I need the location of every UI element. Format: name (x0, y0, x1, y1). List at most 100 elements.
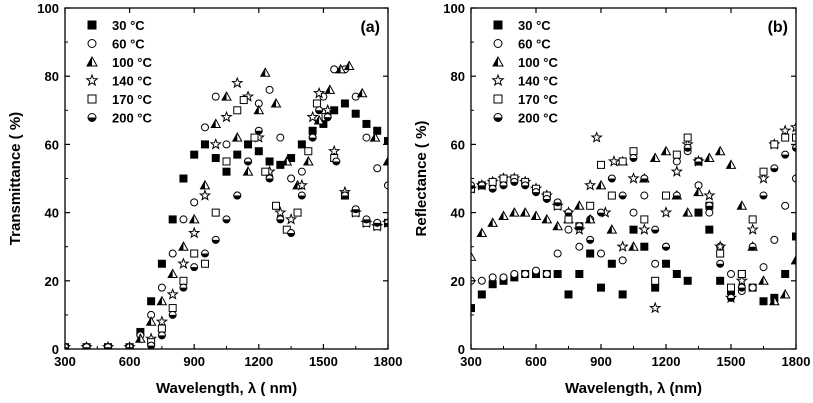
series-a-1 (65, 65, 388, 349)
data-point-b-2-28-fill (769, 296, 775, 305)
legend-label-a-5: 200 °C (112, 111, 153, 126)
data-point-a-1-11 (211, 92, 220, 101)
data-point-b-2-5-fill (520, 208, 526, 217)
data-point-a-3-19 (306, 110, 319, 123)
panel-label-b: (b) (768, 19, 788, 36)
x-tick-label-b-4: 1500 (717, 354, 746, 369)
panel-a: 300 600 900 1200 1500 1800 0 20 40 60 80 100 Wavelen… (7, 1, 402, 397)
data-point-a-1-27 (384, 181, 388, 190)
data-point-a-4-14 (250, 133, 259, 142)
data-point-a-2-4-fill (135, 334, 141, 343)
data-point-a-5-16-fill (276, 219, 284, 223)
data-point-b-5-22-fill (705, 205, 713, 210)
y-axis-title-b: Reflectance ( %) (413, 121, 430, 237)
data-point-b-0-9 (564, 290, 573, 299)
data-point-b-4-28 (770, 140, 779, 149)
data-point-b-2-11-fill (585, 214, 591, 223)
data-point-b-4-13 (607, 191, 616, 200)
data-point-b-1-3 (499, 273, 508, 282)
data-point-b-4-11 (586, 201, 595, 210)
data-point-a-2-0-fill (61, 343, 66, 351)
data-point-a-2-18-fill (282, 156, 287, 165)
data-point-b-2-4-fill (509, 208, 515, 217)
legend-label-b-0: 30 °C (518, 18, 551, 33)
data-point-a-4-8 (190, 249, 199, 258)
data-point-b-1-1 (477, 276, 486, 285)
x-tick-label-a-5: 1800 (374, 354, 403, 369)
data-point-a-3-13 (241, 90, 255, 102)
data-point-b-4-12 (597, 160, 605, 169)
data-point-a-0-11 (211, 154, 220, 163)
data-point-a-2-8-fill (178, 242, 184, 251)
data-point-a-3-16 (274, 206, 287, 218)
data-point-a-0-15 (254, 147, 263, 156)
data-point-b-2-3-fill (499, 211, 504, 220)
x-tick-label-a-1: 600 (119, 354, 141, 369)
x-tick-label-a-2: 900 (183, 354, 205, 369)
data-point-a-2-19-fill (293, 180, 298, 189)
data-point-b-0-23 (716, 276, 725, 285)
data-point-b-0-27 (759, 297, 768, 306)
data-point-b-5-16-fill (640, 178, 648, 183)
data-point-a-0-7 (168, 215, 177, 224)
data-point-b-1-30 (792, 174, 796, 183)
y-tick-label-b-2: 40 (451, 206, 465, 221)
data-point-b-1-4 (510, 269, 519, 278)
data-point-a-2-11-fill (211, 119, 216, 128)
data-point-a-4-13 (239, 96, 248, 105)
data-point-b-0-22 (705, 225, 714, 234)
data-point-a-3-5 (155, 315, 169, 327)
legend-marker-a-5-fill (88, 117, 96, 122)
data-point-a-5-20-fill (315, 110, 323, 114)
data-point-b-2-12-fill (596, 180, 601, 189)
data-point-b-3-19 (659, 206, 673, 218)
data-point-a-4-12 (233, 106, 242, 115)
data-point-a-2-10-fill (200, 180, 205, 189)
data-point-a-3-10 (209, 137, 222, 150)
data-point-a-3-20 (312, 86, 326, 99)
data-point-b-3-31 (789, 120, 796, 133)
data-point-a-3-17 (284, 212, 298, 225)
series-b-0 (471, 208, 796, 313)
data-point-b-5-13-fill (608, 178, 616, 183)
data-point-a-0-9 (190, 150, 199, 159)
x-tick-label-b-1: 600 (525, 354, 547, 369)
data-point-a-1-19 (297, 167, 306, 176)
data-point-a-4-6 (168, 304, 177, 313)
data-point-a-5-22-fill (332, 161, 340, 165)
y-tick-label-b-1: 20 (451, 274, 465, 289)
series-a-4 (65, 96, 388, 349)
data-point-a-5-14-fill (255, 130, 263, 135)
data-point-b-5-29-fill (781, 154, 789, 159)
data-point-b-1-22 (705, 208, 714, 217)
data-point-b-5-21-fill (695, 161, 702, 165)
data-point-a-2-9-fill (189, 214, 195, 223)
data-point-b-1-6 (532, 266, 540, 275)
data-point-b-0-15 (629, 225, 638, 234)
data-point-b-2-13-fill (607, 225, 612, 234)
data-point-a-2-12-fill (222, 92, 227, 101)
data-point-a-0-26 (373, 126, 382, 135)
data-point-b-5-18-fill (662, 246, 670, 251)
data-point-a-0-27 (384, 136, 388, 145)
data-point-b-0-8 (553, 269, 562, 278)
data-point-b-2-0 (471, 251, 477, 261)
data-point-b-5-26-fill (749, 246, 757, 251)
data-point-a-2-6-fill (157, 296, 162, 305)
data-point-b-2-2-fill (488, 218, 493, 227)
data-point-b-3-24 (714, 240, 727, 252)
data-point-b-4-25 (737, 269, 746, 278)
data-point-b-3-28 (757, 172, 770, 184)
data-point-a-5-19-fill (309, 137, 317, 142)
data-point-b-4-20 (683, 133, 692, 142)
data-point-b-1-19 (672, 157, 681, 166)
data-point-b-1-10 (575, 242, 584, 251)
data-point-a-5-21-fill (324, 117, 332, 121)
data-point-b-5-11-fill (586, 239, 594, 244)
data-point-b-5-9-fill (565, 212, 572, 217)
data-point-a-2-14-fill (243, 167, 249, 176)
data-point-a-5-12-fill (233, 195, 241, 200)
data-point-b-4-18 (662, 191, 670, 200)
data-point-b-5-25-fill (738, 287, 746, 292)
y-tick-label-b-0: 0 (458, 342, 465, 357)
